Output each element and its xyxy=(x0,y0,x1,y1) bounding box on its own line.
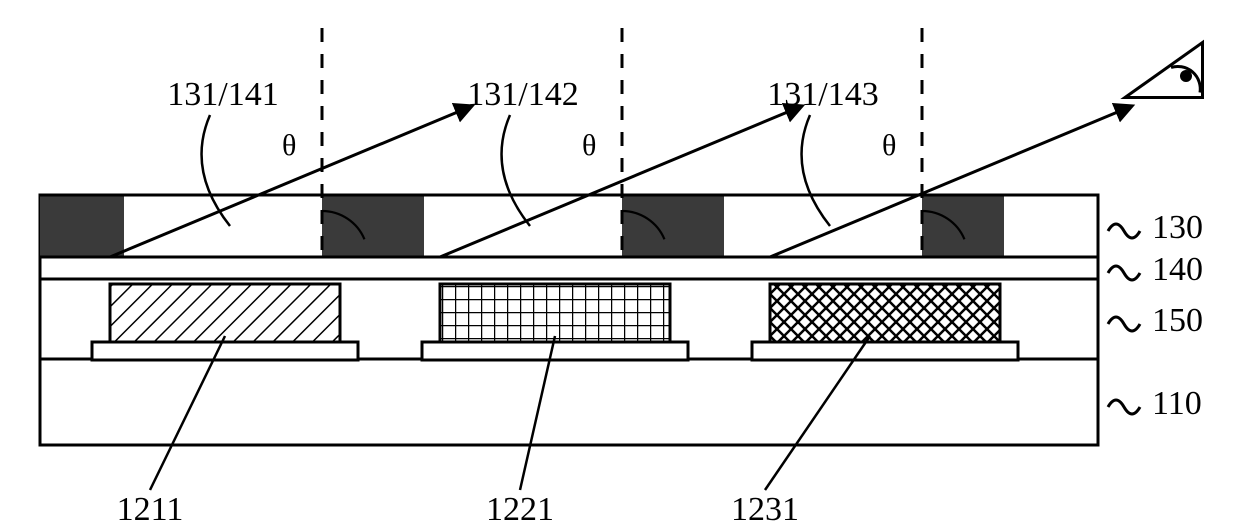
layer-tilde-1 xyxy=(1108,224,1140,238)
subpixel-emissive-3 xyxy=(770,284,1000,342)
theta-label-1: θ xyxy=(282,129,296,162)
layer-tilde-2 xyxy=(1108,266,1140,280)
theta-label-3: θ xyxy=(882,129,896,162)
subpixel-label-3: 1231 xyxy=(731,491,799,525)
layer-tilde-4 xyxy=(1108,400,1140,414)
subpixel-base-2 xyxy=(422,342,688,360)
black-matrix-segment xyxy=(922,197,1004,256)
subpixel-label-2: 1221 xyxy=(486,491,554,525)
aperture-label-3: 131/143 xyxy=(767,76,878,113)
layer-tilde-3 xyxy=(1108,317,1140,331)
layer-number-label-4: 110 xyxy=(1152,385,1202,422)
layer-number-label-1: 130 xyxy=(1152,209,1203,246)
subpixel-label-1: 1211 xyxy=(117,491,184,525)
subpixel-emissive-2 xyxy=(440,284,670,342)
aperture-label-2: 131/142 xyxy=(467,76,578,113)
black-matrix-segment xyxy=(622,197,724,256)
subpixel-base-1 xyxy=(92,342,358,360)
layer-number-label-2: 140 xyxy=(1152,251,1203,288)
subpixel-base-3 xyxy=(752,342,1018,360)
layer-number-label-3: 150 xyxy=(1152,302,1203,339)
black-matrix-segment xyxy=(322,197,424,256)
aperture-label-1: 131/141 xyxy=(167,76,278,113)
diagram-root: θθθ131/141131/142131/1431211122112311301… xyxy=(0,0,1240,525)
light-ray-arrow-2 xyxy=(440,106,802,257)
aperture-callout-3 xyxy=(802,115,830,226)
black-matrix-segment xyxy=(40,197,124,256)
theta-label-2: θ xyxy=(582,129,596,162)
subpixel-emissive-1 xyxy=(110,284,340,342)
eye-icon xyxy=(1125,43,1203,98)
aperture-callout-2 xyxy=(502,115,530,226)
